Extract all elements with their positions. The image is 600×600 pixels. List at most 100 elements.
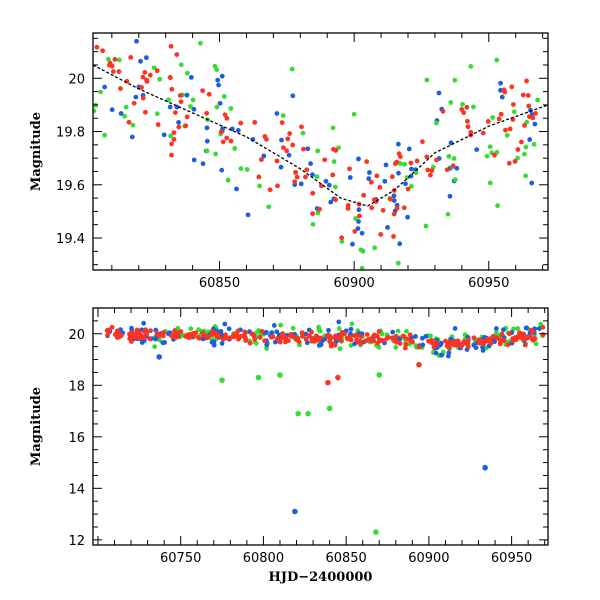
data-point <box>115 335 120 340</box>
data-point <box>168 133 174 139</box>
data-point <box>122 113 128 119</box>
data-point <box>496 116 502 122</box>
data-point <box>287 131 293 136</box>
data-point <box>459 342 465 348</box>
data-point <box>348 337 354 343</box>
data-point <box>375 340 381 346</box>
data-point <box>188 332 193 338</box>
data-point <box>376 372 383 378</box>
data-point <box>286 152 292 158</box>
data-point <box>336 319 342 325</box>
data-point <box>93 108 97 114</box>
data-point <box>437 342 443 348</box>
data-point <box>487 180 493 186</box>
data-point <box>382 178 388 184</box>
data-point <box>540 332 546 337</box>
data-point <box>459 107 465 112</box>
data-point <box>140 95 146 101</box>
data-point <box>98 89 103 95</box>
data-point <box>161 132 167 138</box>
data-point <box>310 172 315 178</box>
data-point <box>184 92 190 98</box>
data-point <box>222 112 228 118</box>
data-point <box>134 327 140 333</box>
data-point <box>256 174 262 180</box>
data-point <box>228 106 234 111</box>
data-point <box>510 338 516 344</box>
data-point <box>527 114 532 120</box>
data-point <box>220 139 226 145</box>
data-point <box>357 338 363 344</box>
data-point <box>109 107 115 113</box>
data-point <box>498 339 503 345</box>
data-point <box>198 40 203 46</box>
green-series <box>93 40 541 270</box>
data-point <box>204 138 210 144</box>
data-point <box>490 115 496 120</box>
data-point <box>532 121 538 127</box>
data-point <box>532 336 538 342</box>
data-point <box>169 86 175 92</box>
data-point <box>301 146 306 152</box>
data-point <box>416 361 422 368</box>
data-point <box>184 70 190 76</box>
data-point <box>388 196 393 202</box>
data-point <box>277 339 283 345</box>
data-point <box>371 197 377 203</box>
data-point <box>204 110 210 116</box>
data-point <box>385 225 390 230</box>
data-point <box>144 78 150 84</box>
model-curve <box>93 64 548 207</box>
data-point <box>133 94 139 100</box>
data-point <box>326 327 331 333</box>
data-point <box>356 207 362 213</box>
y-tick-label: 14 <box>68 482 85 497</box>
data-point <box>405 186 411 192</box>
data-point <box>223 332 228 338</box>
data-point <box>200 88 206 94</box>
data-point <box>322 336 327 342</box>
data-point <box>235 127 241 133</box>
data-point <box>325 379 331 386</box>
data-point <box>290 142 296 148</box>
data-point <box>167 104 173 110</box>
data-point <box>535 97 541 103</box>
data-point <box>444 167 450 173</box>
data-point <box>480 348 486 353</box>
data-point <box>389 174 395 180</box>
data-point <box>300 130 306 136</box>
data-point <box>499 94 505 100</box>
data-point <box>161 330 166 335</box>
data-point <box>323 178 329 184</box>
data-point <box>224 135 230 141</box>
data-point <box>144 329 150 335</box>
data-point <box>520 92 526 98</box>
data-point <box>339 235 345 241</box>
plot-frame <box>92 307 549 546</box>
data-point <box>464 339 470 345</box>
data-point <box>498 87 503 93</box>
data-point <box>171 130 177 136</box>
data-point <box>336 326 342 331</box>
data-point <box>407 332 413 338</box>
data-point <box>292 179 298 185</box>
data-point <box>347 166 352 172</box>
data-point <box>326 182 332 188</box>
data-point <box>409 166 414 172</box>
data-point <box>391 193 397 199</box>
data-point <box>511 102 516 107</box>
data-point <box>116 69 122 74</box>
data-point <box>219 341 225 346</box>
data-point <box>464 104 470 110</box>
data-point <box>434 157 439 163</box>
data-point <box>507 126 513 132</box>
data-point <box>109 324 115 330</box>
data-point <box>308 161 314 167</box>
data-point <box>299 330 305 336</box>
data-point <box>384 336 390 341</box>
data-point <box>349 321 355 327</box>
data-point <box>135 335 140 341</box>
data-point <box>492 152 497 158</box>
x-tick-label: 60750 <box>160 551 201 566</box>
data-point <box>116 57 122 63</box>
